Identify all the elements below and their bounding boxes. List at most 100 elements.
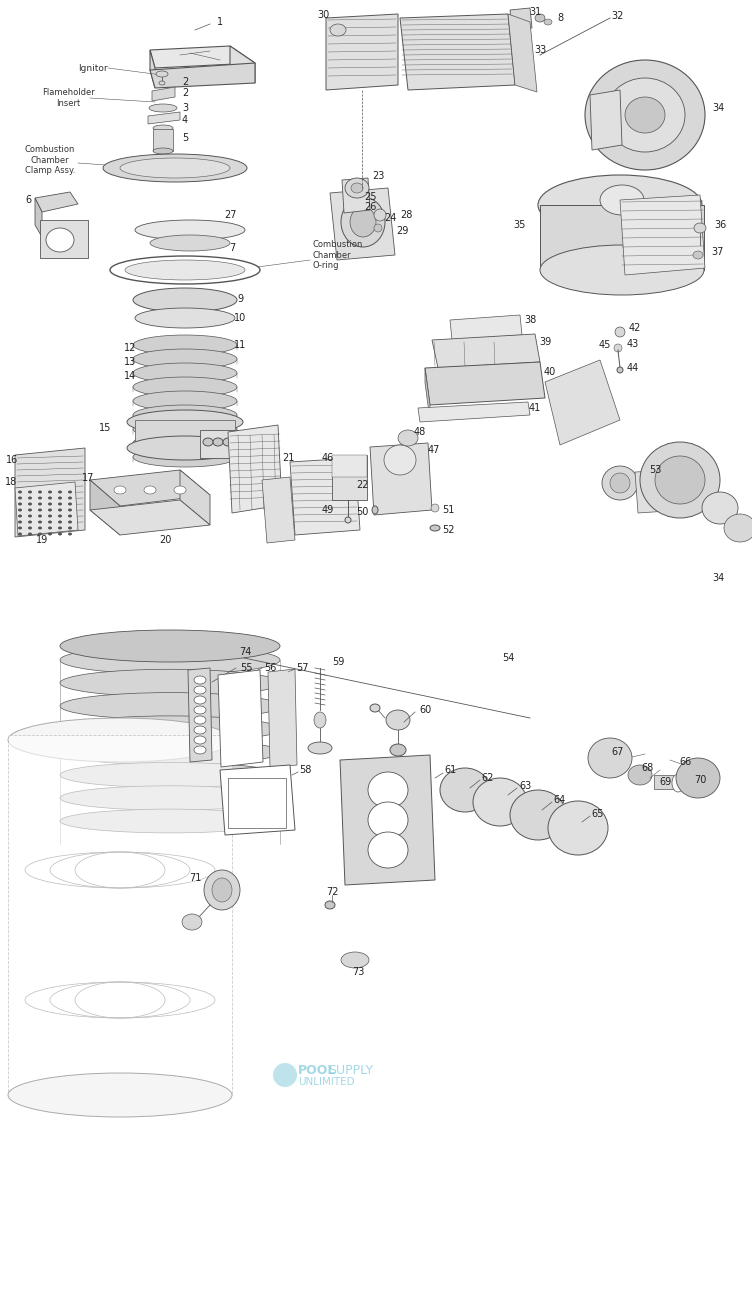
Ellipse shape [694,223,706,234]
Text: 51: 51 [442,505,454,515]
Ellipse shape [384,445,416,475]
Ellipse shape [535,14,545,22]
Text: 8: 8 [557,13,563,23]
Ellipse shape [8,1073,232,1117]
Text: 32: 32 [612,10,624,21]
Polygon shape [150,46,255,68]
Ellipse shape [38,502,42,505]
Ellipse shape [60,630,280,662]
Ellipse shape [610,472,630,493]
Ellipse shape [368,833,408,868]
Text: Combustion
Chamber
Clamp Assy.: Combustion Chamber Clamp Assy. [25,145,75,175]
Ellipse shape [431,504,439,512]
Ellipse shape [153,147,173,154]
Ellipse shape [150,235,230,251]
Ellipse shape [194,696,206,703]
Text: 38: 38 [524,315,536,325]
Text: 25: 25 [364,192,376,202]
Text: 19: 19 [36,535,48,545]
Ellipse shape [473,778,527,826]
Ellipse shape [48,491,52,493]
Polygon shape [262,478,295,543]
Ellipse shape [615,328,625,337]
Ellipse shape [68,509,72,512]
Ellipse shape [58,496,62,500]
Ellipse shape [60,646,280,673]
Ellipse shape [724,514,752,542]
Text: 49: 49 [322,505,334,515]
Text: 31: 31 [529,7,541,17]
Text: 18: 18 [5,478,17,487]
Text: 26: 26 [364,202,376,211]
Ellipse shape [156,70,168,77]
Ellipse shape [672,774,684,792]
Polygon shape [148,112,180,124]
Ellipse shape [159,81,165,85]
Text: 66: 66 [679,757,691,767]
Ellipse shape [68,514,72,518]
Text: 60: 60 [419,705,431,715]
Polygon shape [15,482,78,536]
Ellipse shape [325,900,335,910]
Ellipse shape [28,502,32,505]
Ellipse shape [28,521,32,523]
Ellipse shape [194,746,206,754]
Ellipse shape [133,348,237,369]
Polygon shape [15,448,85,536]
Ellipse shape [60,669,280,697]
Ellipse shape [133,392,237,411]
Text: 52: 52 [441,525,454,535]
Ellipse shape [153,125,173,130]
Text: 46: 46 [322,453,334,463]
Ellipse shape [58,526,62,530]
Ellipse shape [617,367,623,373]
Ellipse shape [372,506,378,514]
Polygon shape [510,8,532,30]
Polygon shape [90,470,210,506]
Ellipse shape [110,256,260,284]
Text: 40: 40 [544,367,556,377]
Text: 2: 2 [182,77,188,87]
Ellipse shape [38,496,42,500]
Text: 13: 13 [124,358,136,367]
Text: 58: 58 [299,765,311,775]
Text: 12: 12 [124,343,136,352]
Ellipse shape [368,773,408,808]
Text: 48: 48 [414,427,426,437]
Text: 43: 43 [627,339,639,348]
Text: 61: 61 [444,765,456,775]
Bar [135,420,235,448]
Ellipse shape [213,438,223,446]
Polygon shape [150,50,155,87]
Ellipse shape [602,466,638,500]
Text: 53: 53 [649,465,661,475]
Ellipse shape [60,809,280,833]
Ellipse shape [430,525,440,531]
Text: 33: 33 [534,44,546,55]
Polygon shape [326,14,398,90]
Text: 71: 71 [189,873,202,883]
Ellipse shape [68,491,72,493]
Ellipse shape [341,953,369,968]
Ellipse shape [48,521,52,523]
Ellipse shape [48,532,52,535]
Text: 23: 23 [371,171,384,181]
Ellipse shape [314,713,326,728]
Text: Flameholder
Insert: Flameholder Insert [41,89,94,108]
Ellipse shape [614,345,622,352]
Polygon shape [330,188,395,260]
Ellipse shape [351,183,363,193]
Polygon shape [425,368,430,420]
Ellipse shape [605,78,685,151]
Text: 11: 11 [234,341,246,350]
Ellipse shape [60,716,280,743]
Ellipse shape [18,496,22,500]
Text: 65: 65 [592,809,604,820]
Polygon shape [590,90,622,150]
Ellipse shape [398,431,418,446]
Ellipse shape [68,526,72,530]
Text: Combustion
Chamber
O-ring: Combustion Chamber O-ring [312,240,362,270]
Text: 10: 10 [234,313,246,324]
Ellipse shape [18,491,22,493]
Bar [40,221,88,258]
